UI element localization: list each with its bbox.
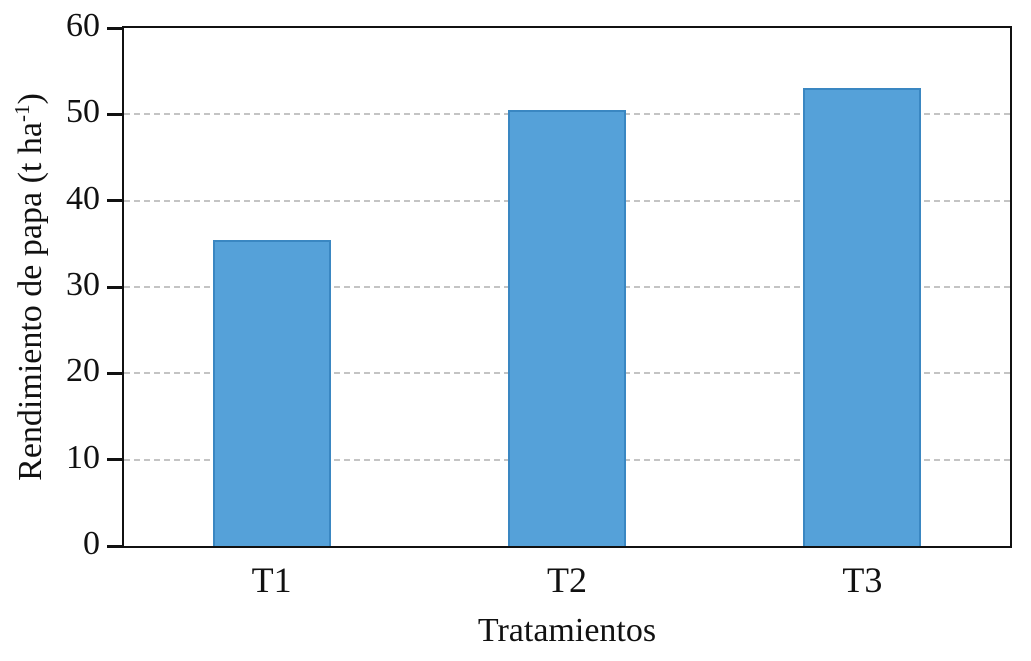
y-axis-tick bbox=[107, 458, 122, 462]
y-tick-label: 40 bbox=[66, 179, 100, 217]
x-category-label: T2 bbox=[547, 560, 587, 600]
y-tick-label: 20 bbox=[66, 352, 100, 390]
y-axis-tick bbox=[107, 544, 122, 548]
bar bbox=[803, 88, 922, 546]
x-axis-title: Tratamientos bbox=[477, 612, 657, 649]
y-axis-tick bbox=[107, 285, 122, 289]
x-category-label: T1 bbox=[251, 560, 292, 600]
y-tick-label: 30 bbox=[66, 266, 100, 303]
bar bbox=[507, 110, 627, 546]
y-axis-tick bbox=[107, 112, 122, 116]
y-tick-label: 60 bbox=[66, 7, 100, 44]
y-tick-label: 50 bbox=[66, 93, 100, 131]
y-axis-tick bbox=[107, 26, 122, 30]
y-tick-label: 0 bbox=[83, 525, 100, 562]
plot-area: 0 10 20 30 40 50 60 T1 T2 T3 bbox=[66, 9, 1012, 598]
y-axis-tick bbox=[107, 371, 122, 375]
y-tick-label: 10 bbox=[66, 438, 100, 476]
x-category-label: T3 bbox=[842, 560, 883, 600]
y-axis-tick bbox=[107, 199, 122, 203]
bar bbox=[212, 239, 331, 546]
